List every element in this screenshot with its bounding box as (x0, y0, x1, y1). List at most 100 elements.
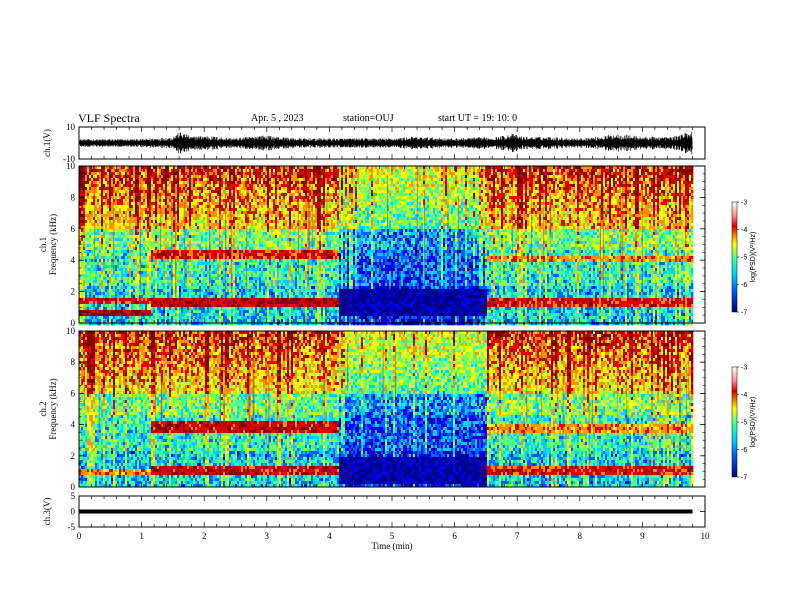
ch1-spectrogram-cell (169, 322, 172, 326)
ch1-spectrogram-cell (205, 313, 208, 317)
ch1-spectrogram-cell (191, 307, 194, 311)
ch1-spectrogram-cell (175, 286, 178, 290)
ch1-spectrogram-cell (91, 271, 94, 275)
ch1-spectrogram-cell (225, 301, 228, 305)
ch1-spectrogram-cell (265, 265, 268, 269)
ch1-spectrogram-cell (129, 169, 132, 173)
ch1-spectrogram-cell (89, 313, 92, 317)
ch1-spectrogram-cell (147, 301, 150, 305)
ch1-spectrogram-cell (121, 283, 124, 287)
ch1-spectrogram-cell (203, 292, 206, 296)
ch1-spectrogram-cell (193, 223, 196, 227)
ch1-spectrogram-cell (251, 265, 254, 269)
ch1-spectrogram-cell (183, 259, 186, 263)
ch1-spectrogram-cell (79, 220, 82, 224)
ch1-spectrogram-cell (141, 301, 144, 305)
ch1-spectrogram-cell (141, 316, 144, 320)
ch1-spectrogram-cell (169, 199, 172, 203)
ch1-spectrogram-cell (105, 316, 108, 320)
ch1-spectrogram-cell (239, 190, 242, 194)
ch1-spectrogram-cell (185, 178, 188, 182)
ch1-spectrogram-cell (251, 196, 254, 200)
ch1-spectrogram-cell (127, 193, 130, 197)
ch1-spectrogram-cell (163, 202, 166, 206)
ch1-spectrogram-cell (167, 289, 170, 293)
ch1-spectrogram-cell (153, 301, 156, 305)
ch1-spectrogram-cell (135, 169, 138, 173)
ch1-spectrogram-cell (141, 280, 144, 284)
ch1-spectrogram-cell (125, 190, 128, 194)
ch1-spectrogram-cell (217, 295, 220, 299)
ch1-spectrogram-cell (103, 262, 106, 266)
ch1-spectrogram-cell (193, 169, 196, 173)
ch1-spectrogram-cell (181, 193, 184, 197)
ch1-spectrogram-cell (145, 211, 148, 215)
ch1-spectrogram-cell (215, 196, 218, 200)
ch1-spectrogram-cell (101, 217, 104, 221)
ch1-spectrogram-cell (217, 310, 220, 314)
ch1-spectrogram-cell (123, 199, 126, 203)
ch1-spectrogram-cell (129, 196, 132, 200)
ch1-spectrogram-cell (151, 241, 154, 245)
ch1-spectrogram-cell (155, 289, 158, 293)
ch1-spectrogram-cell (263, 265, 266, 269)
ch1-spectrogram-cell (127, 292, 130, 296)
ch1-spectrogram-cell (155, 220, 158, 224)
ch1-spectrogram-cell (241, 208, 244, 212)
ch1-spectrogram-cell (227, 319, 230, 323)
ch1-spectrogram-cell (149, 193, 152, 197)
ch1-spectrogram-cell (127, 319, 130, 323)
ch1-spectrogram-cell (207, 319, 210, 323)
ch1-spectrogram-cell (247, 256, 250, 260)
ch1-spectrogram-cell (231, 223, 234, 227)
ch1-spectrogram-cell (125, 262, 128, 266)
ch1-spectrogram-cell (83, 256, 86, 260)
ch1-spectrogram-cell (153, 259, 156, 263)
ch1-spectrogram-cell (119, 217, 122, 221)
ch1-spectrogram-cell (155, 214, 158, 218)
ch1-spectrogram-cell (237, 217, 240, 221)
ch1-spectrogram-cell (251, 235, 254, 239)
ch1-spectrogram-cell (185, 322, 188, 326)
ch1-spectrogram-cell (255, 196, 258, 200)
ch1-spectrogram-cell (265, 190, 268, 194)
ch1-spectrogram-cell (253, 232, 256, 236)
ch1-spectrogram-cell (191, 301, 194, 305)
ch1-spectrogram-cell (157, 316, 160, 320)
ch1-spectrogram-cell (129, 289, 132, 293)
ch1-spectrogram-cell (169, 256, 172, 260)
ch1-spectrogram-cell (205, 193, 208, 197)
ch1-spectrogram-cell (213, 217, 216, 221)
ch1-spectrogram-cell (245, 235, 248, 239)
ch1-spectrogram-cell (137, 319, 140, 323)
ch1-spectrogram-cell (155, 271, 158, 275)
ch1-spectrogram-cell (207, 175, 210, 179)
ch1-spectrogram-cell (259, 175, 262, 179)
ch1-spectrogram-cell (87, 247, 90, 251)
ch1-spectrogram-cell (215, 262, 218, 266)
ch1-spectrogram-cell (231, 280, 234, 284)
ch1-spectrogram-cell (125, 229, 128, 233)
ch1-spectrogram-cell (191, 256, 194, 260)
ch1-spectrogram-cell (131, 292, 134, 296)
ch1-spectrogram-cell (141, 247, 144, 251)
ch1-spectrogram-cell (209, 301, 212, 305)
ch1-spectrogram-cell (115, 304, 118, 308)
ch1-spectrogram-cell (173, 232, 176, 236)
ch1-spectrogram-cell (115, 175, 118, 179)
ch1-spectrogram-cell (249, 235, 252, 239)
ch1-spectrogram-cell (123, 178, 126, 182)
ch1-spectrogram-cell (229, 313, 232, 317)
ch1-spectrogram-cell (251, 202, 254, 206)
ch1-spectrogram-cell (169, 205, 172, 209)
ch1-spectrogram-cell (231, 169, 234, 173)
ch1-spectrogram-cell (145, 280, 148, 284)
ch1-spectrogram-cell (251, 205, 254, 209)
ch1-spectrogram-cell (111, 298, 114, 302)
ch1-spectrogram-cell (139, 292, 142, 296)
ch1-spectrogram-cell (185, 307, 188, 311)
ch1-spectrogram-cell (197, 304, 200, 308)
ch1-spectrogram-cell (223, 190, 226, 194)
ch1-spectrogram-cell (83, 172, 86, 176)
ch1-spectrogram-cell (133, 244, 136, 248)
